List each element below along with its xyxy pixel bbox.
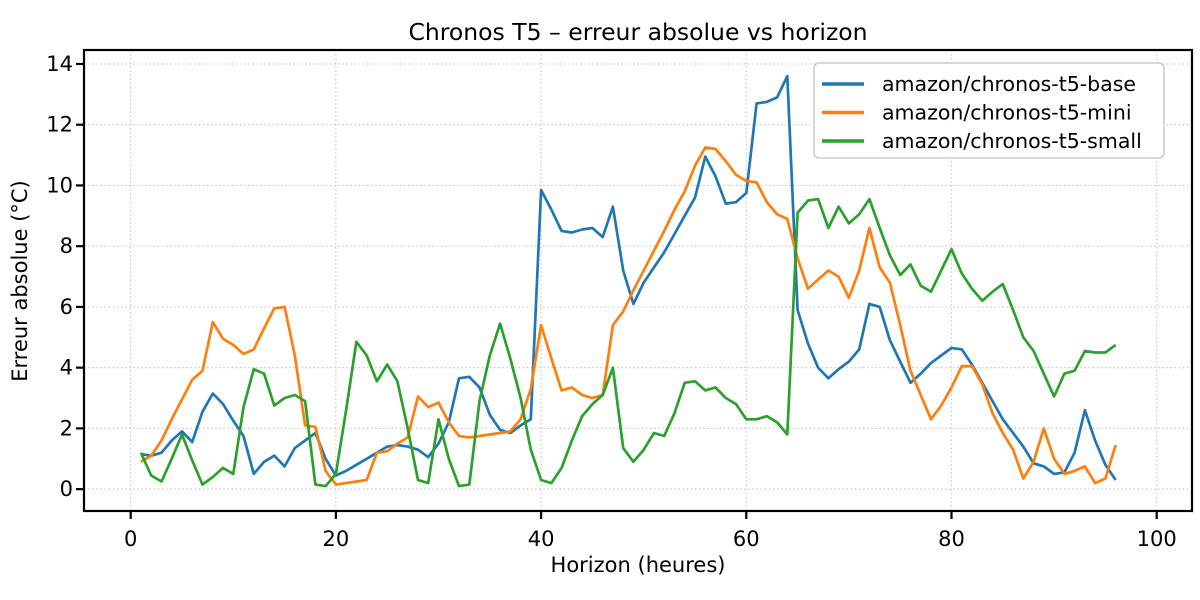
x-axis-title: Horizon (heures) — [551, 553, 726, 577]
y-tick-label: 6 — [60, 295, 73, 319]
x-tick-label: 60 — [733, 527, 760, 551]
tick-label-layer: 0 20 40 60 80 100 0 2 4 6 8 10 12 14 — [46, 52, 1176, 551]
plot-frame — [82, 48, 1194, 513]
legend-label-mini: amazon/chronos-t5-mini — [882, 101, 1132, 125]
x-tick-label: 40 — [528, 527, 555, 551]
y-tick-label: 2 — [60, 416, 73, 440]
x-tick-label: 0 — [124, 527, 137, 551]
chart-title: Chronos T5 – erreur absolue vs horizon — [408, 18, 867, 46]
legend-label-base: amazon/chronos-t5-base — [882, 72, 1136, 96]
tick-layer — [76, 62, 1158, 519]
y-tick-label: 0 — [60, 477, 73, 501]
legend-box — [813, 62, 1165, 159]
series-line-base — [140, 74, 1117, 481]
y-axis-title: Erreur absolue (°C) — [8, 180, 32, 382]
y-tick-label: 12 — [46, 113, 73, 137]
x-tick-label: 80 — [938, 527, 965, 551]
legend: amazon/chronos-t5-base amazon/chronos-t5… — [813, 62, 1165, 159]
series-line-mini — [140, 146, 1117, 486]
y-tick-label: 4 — [60, 356, 73, 380]
y-tick-label: 10 — [46, 173, 73, 197]
x-tick-label: 100 — [1137, 527, 1177, 551]
y-tick-label: 14 — [46, 52, 73, 76]
x-tick-label: 20 — [323, 527, 350, 551]
series-layer — [139, 74, 1117, 488]
legend-label-small: amazon/chronos-t5-small — [882, 129, 1142, 153]
series-line-small — [139, 197, 1117, 488]
y-tick-label: 8 — [60, 234, 73, 258]
